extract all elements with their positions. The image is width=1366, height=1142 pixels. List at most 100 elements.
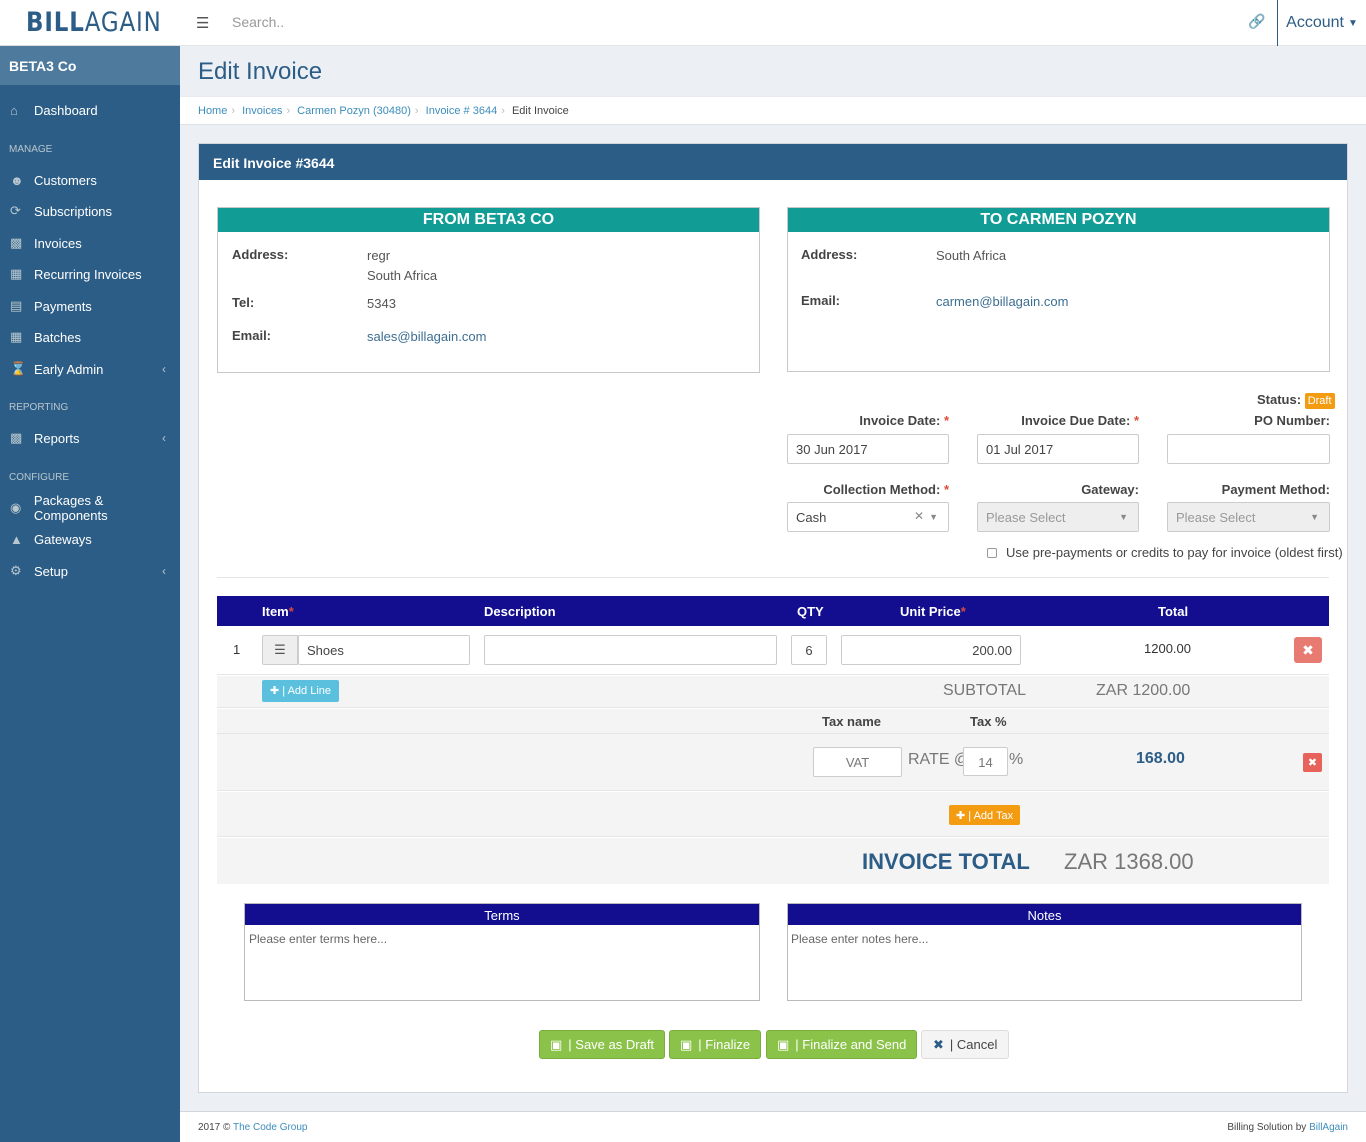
from-email[interactable]: sales@billagain.com: [367, 329, 487, 344]
finalize-button[interactable]: ▣ | Finalize: [669, 1030, 762, 1059]
tax-amount: 168.00: [1136, 750, 1185, 767]
add-tax-row: ✚ | Add Tax: [217, 792, 1329, 837]
cancel-button[interactable]: ✖ | Cancel: [921, 1030, 1010, 1059]
brand-logo[interactable]: BILLAGAIN: [0, 0, 180, 46]
home-icon: ⌂: [10, 102, 18, 118]
footer: 2017 © The Code Group Billing Solution b…: [180, 1111, 1366, 1142]
save-icon: ▣: [550, 1036, 563, 1052]
to-address: South Africa: [936, 248, 1007, 263]
delete-line-button[interactable]: ✖: [1294, 637, 1322, 663]
edit-invoice-box: Edit Invoice #3644 FROM BETA3 CO Address…: [198, 143, 1348, 1093]
collection-method-select[interactable]: Cash ✕ ▼: [787, 502, 949, 532]
save-draft-button[interactable]: ▣ | Save as Draft: [539, 1030, 666, 1059]
account-menu[interactable]: Account ▼: [1277, 0, 1366, 46]
sidebar-item-gateways[interactable]: ▲ Gateways: [10, 531, 92, 547]
link-icon[interactable]: 🔗: [1248, 13, 1266, 29]
sidebar-item-packages[interactable]: ◉ Packages & Components: [10, 493, 108, 523]
tax-rate-input[interactable]: 14: [963, 747, 1008, 776]
company-name: BETA3 Co: [0, 46, 180, 85]
breadcrumb-customer[interactable]: Carmen Pozyn (30480): [297, 105, 411, 117]
calendar-icon: ▦: [10, 266, 23, 281]
finalize-send-button[interactable]: ▣ | Finalize and Send: [766, 1030, 918, 1059]
status-label: Status:: [1257, 392, 1302, 407]
brand-name: BILLAGAIN: [26, 7, 162, 38]
account-label: Account: [1286, 14, 1344, 31]
tax-header-row: Tax name Tax %: [217, 709, 1329, 734]
chevron-left-icon: ‹: [162, 362, 166, 376]
to-address-label: Address:: [801, 247, 858, 262]
invoice-date-input[interactable]: 30 Jun 2017: [787, 434, 949, 464]
payment-method-select[interactable]: Please Select ▼: [1167, 502, 1330, 532]
breadcrumb-invoices[interactable]: Invoices: [242, 105, 283, 117]
due-date-input[interactable]: 01 Jul 2017: [977, 434, 1139, 464]
due-date-label: Invoice Due Date: *: [1021, 413, 1139, 428]
description-input[interactable]: [484, 635, 777, 665]
tax-rate-label: RATE @: [908, 751, 971, 768]
footer-billagain-link[interactable]: BillAgain: [1309, 1122, 1348, 1133]
prepay-option: Use pre-payments or credits to pay for i…: [987, 545, 1343, 560]
col-description: Description: [484, 604, 556, 619]
save-icon: ▣: [777, 1036, 790, 1052]
sidebar-item-early-admin[interactable]: ⌛ Early Admin ‹: [10, 361, 166, 377]
users-icon: ☻: [10, 172, 24, 188]
tax-name-input[interactable]: VAT: [813, 747, 902, 777]
from-tel-label: Tel:: [232, 295, 255, 310]
subtotal-value: ZAR 1200.00: [1096, 682, 1191, 699]
tax-name-header: Tax name: [822, 714, 882, 729]
gateway-select[interactable]: Please Select ▼: [977, 502, 1139, 532]
collection-method-label: Collection Method: *: [823, 482, 949, 497]
footer-company-link[interactable]: The Code Group: [233, 1122, 308, 1133]
sidebar-item-invoices[interactable]: ▩ Invoices: [10, 235, 82, 251]
sidebar-item-batches[interactable]: ▦ Batches: [10, 329, 81, 345]
qty-input[interactable]: 6: [791, 635, 827, 665]
to-email[interactable]: carmen@billagain.com: [936, 294, 1069, 309]
sidebar-item-reports[interactable]: ▩ Reports ‹: [10, 430, 166, 446]
plus-icon: ✚: [956, 810, 966, 822]
items-table-header: Item* Description QTY Unit Price* Total: [217, 596, 1329, 626]
breadcrumb-invoice[interactable]: Invoice # 3644: [425, 105, 498, 117]
sidebar-section-manage: MANAGE: [9, 144, 53, 155]
table-icon: ▦: [10, 329, 23, 344]
breadcrumb-current: Edit Invoice: [511, 105, 569, 117]
sidebar-section-reporting: REPORTING: [9, 402, 69, 413]
terms-textarea[interactable]: Please enter terms here...: [249, 932, 388, 946]
refresh-icon: ⟳: [10, 203, 21, 218]
add-line-button[interactable]: ✚ | Add Line: [262, 680, 340, 702]
sidebar-item-recurring-invoices[interactable]: ▦ Recurring Invoices: [10, 266, 142, 282]
divider: [217, 577, 1329, 578]
sidebar-item-payments[interactable]: ▤ Payments: [10, 298, 92, 314]
col-qty: QTY: [797, 604, 824, 619]
search-input[interactable]: Search..: [232, 14, 285, 30]
breadcrumb-bar: Home › Invoices › Carmen Pozyn (30480) › In…: [180, 96, 1366, 125]
plus-icon: ✚: [270, 685, 280, 697]
money-icon: ▤: [10, 298, 23, 313]
unit-price-input[interactable]: 200.00: [841, 635, 1021, 665]
breadcrumb: Home › Invoices › Carmen Pozyn (30480) › In…: [198, 105, 569, 117]
delete-tax-button[interactable]: ✖: [1303, 753, 1322, 772]
top-navbar: ☰ Search.. 🔗 Account ▼: [180, 0, 1366, 46]
item-input[interactable]: Shoes: [298, 635, 470, 665]
sidebar: BETA3 Co ⌂ Dashboard MANAGE ☻ Customers ⟳ S…: [0, 46, 180, 1142]
terms-panel: Terms Please enter terms here...: [244, 903, 760, 1001]
tax-row: VAT RATE @ 14 % 168.00 ✖: [217, 734, 1329, 791]
to-heading: TO CARMEN POZYN: [788, 208, 1329, 232]
breadcrumb-home[interactable]: Home: [198, 105, 228, 117]
table-row: 1 ☰ Shoes 6 200.00 1200.00 ✖: [217, 626, 1329, 675]
tax-pct-sign: %: [1009, 751, 1024, 768]
list-icon[interactable]: ☰: [262, 635, 298, 665]
box-title: Edit Invoice #3644: [199, 144, 1347, 180]
clear-icon[interactable]: ✕: [913, 509, 924, 523]
subtotal-label: SUBTOTAL: [943, 682, 1026, 699]
prepay-checkbox[interactable]: [987, 547, 997, 558]
sidebar-item-customers[interactable]: ☻ Customers: [10, 172, 97, 188]
sidebar-item-setup[interactable]: ⚙ Setup ‹: [10, 563, 166, 579]
sidebar-item-dashboard[interactable]: ⌂ Dashboard: [10, 102, 98, 118]
footer-copyright: 2017 © The Code Group: [198, 1122, 308, 1133]
po-number-input[interactable]: [1167, 434, 1330, 464]
sidebar-item-subscriptions[interactable]: ⟳ Subscriptions: [10, 203, 113, 219]
subtotal-row: ✚ | Add Line SUBTOTAL ZAR 1200.00: [217, 676, 1329, 708]
notes-textarea[interactable]: Please enter notes here...: [791, 932, 929, 946]
gear-icon: ⚙: [10, 563, 22, 578]
add-tax-button[interactable]: ✚ | Add Tax: [949, 805, 1021, 825]
hamburger-menu-icon[interactable]: ☰: [196, 15, 210, 32]
